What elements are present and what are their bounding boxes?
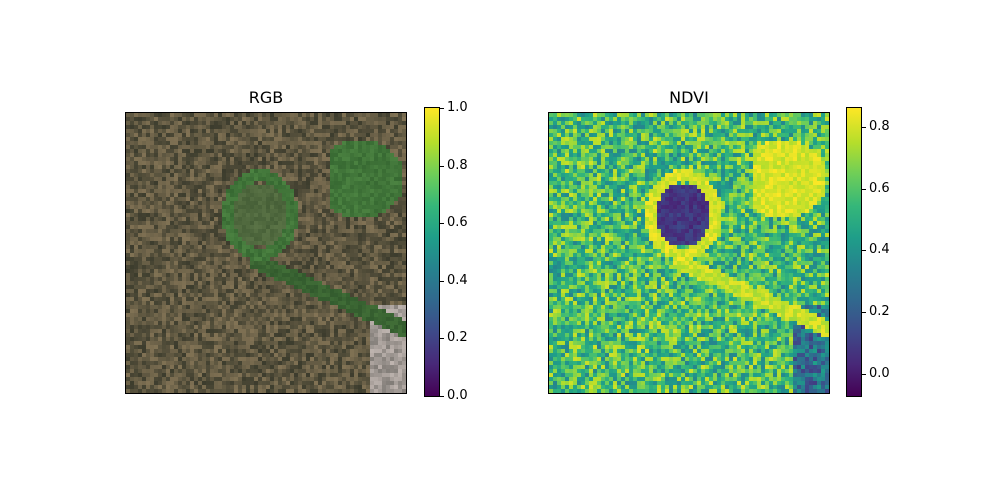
rgb-colorbar bbox=[424, 107, 440, 397]
colorbar-tick-label: 0.0 bbox=[869, 366, 890, 381]
colorbar-tick-label: 0.4 bbox=[447, 273, 468, 288]
colorbar-tick-label: 0.8 bbox=[447, 158, 468, 173]
colorbar-tick-label: 0.2 bbox=[869, 304, 890, 319]
colorbar-tick-label: 0.8 bbox=[869, 119, 890, 134]
colorbar-tick bbox=[862, 127, 866, 128]
colorbar-tick-label: 0.4 bbox=[869, 242, 890, 257]
ndvi-image-axes bbox=[548, 112, 830, 394]
colorbar-tick bbox=[440, 281, 444, 282]
ndvi-map-image bbox=[549, 113, 829, 393]
colorbar-tick bbox=[440, 223, 444, 224]
rgb-panel-title: RGB bbox=[248, 88, 284, 107]
colorbar-tick-label: 0.0 bbox=[447, 388, 468, 403]
colorbar-tick bbox=[440, 108, 444, 109]
ndvi-colorbar bbox=[846, 107, 862, 397]
colorbar-tick bbox=[440, 338, 444, 339]
colorbar-tick bbox=[862, 250, 866, 251]
colorbar-tick-label: 0.6 bbox=[869, 181, 890, 196]
ndvi-panel-title: NDVI bbox=[669, 88, 709, 107]
colorbar-tick-label: 0.6 bbox=[447, 215, 468, 230]
colorbar-tick bbox=[440, 166, 444, 167]
rgb-image-axes bbox=[125, 112, 407, 394]
colorbar-tick bbox=[862, 189, 866, 190]
colorbar-tick-label: 1.0 bbox=[447, 100, 468, 115]
colorbar-tick bbox=[440, 396, 444, 397]
colorbar-tick bbox=[862, 312, 866, 313]
colorbar-tick bbox=[862, 374, 866, 375]
colorbar-tick-label: 0.2 bbox=[447, 330, 468, 345]
rgb-satellite-image bbox=[126, 113, 406, 393]
